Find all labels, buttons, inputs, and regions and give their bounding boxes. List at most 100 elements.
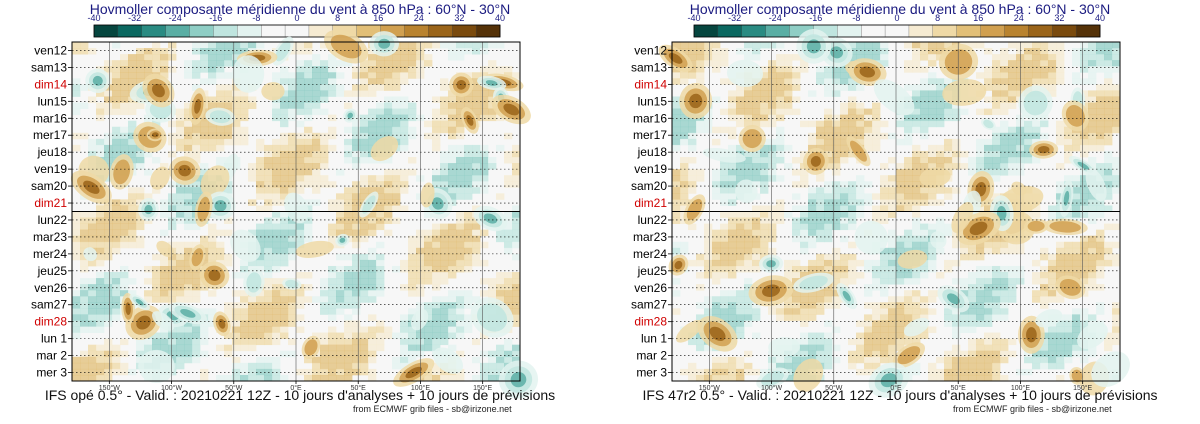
row-label: lun 1 — [41, 332, 67, 346]
colorbar-tick-label: 24 — [414, 13, 424, 23]
colorbar-swatch — [452, 24, 477, 38]
colorbar-tick-label: 40 — [1095, 13, 1105, 23]
colorbar-tick-label: -24 — [169, 13, 182, 23]
colorbar-tick-label: -32 — [128, 13, 141, 23]
colorbar-tick-label: 32 — [1054, 13, 1064, 23]
colorbar-tick-label: -16 — [209, 13, 222, 23]
x-tick-label: 100°W — [161, 384, 182, 392]
x-tick-label: 50°E — [951, 384, 967, 392]
x-tick-label: 100°E — [411, 384, 430, 392]
row-label: sam20 — [31, 179, 67, 193]
row-label: ven12 — [34, 43, 67, 57]
colorbar-frame — [93, 24, 501, 38]
colorbar-tick-label: 0 — [294, 13, 299, 23]
heatmap-field — [70, 29, 539, 399]
row-label: mar16 — [33, 111, 67, 125]
colorbar-swatch — [837, 24, 862, 38]
colorbar-swatch — [956, 24, 982, 38]
chart-caption: IFS opé 0.5° - Valid. : 20210221 12Z - 1… — [44, 387, 556, 403]
plot-frame — [71, 41, 521, 382]
x-tick-label: 50°W — [825, 384, 843, 392]
colorbar-swatch — [741, 24, 767, 38]
colorbar-swatch — [428, 24, 453, 38]
row-label: mer17 — [33, 128, 67, 142]
colorbar-swatch — [189, 24, 214, 38]
row-label: ven26 — [34, 281, 67, 295]
chart-title: Hovmoller composante méridienne du vent … — [690, 1, 1111, 17]
chart-caption: IFS 47r2 0.5° - Valid. : 20210221 12Z - … — [642, 387, 1158, 403]
x-tick-label: 150°W — [99, 384, 120, 392]
colorbar-tick-label: -40 — [687, 13, 700, 23]
colorbar-swatch — [1075, 24, 1101, 38]
row-label: ven26 — [634, 281, 667, 295]
colorbar-swatch — [765, 24, 790, 38]
colorbar-tick-label: 24 — [1014, 13, 1024, 23]
x-tick-label: 50°W — [225, 384, 243, 392]
colorbar-frame — [693, 24, 1101, 38]
x-tick-label: 150°E — [1073, 384, 1092, 392]
row-label: dim21 — [634, 196, 667, 210]
row-label: ven19 — [34, 162, 67, 176]
x-tick-label: 100°W — [761, 384, 782, 392]
colorbar-swatch — [884, 24, 910, 38]
row-label: lun15 — [638, 94, 668, 108]
row-label: dim14 — [34, 77, 67, 91]
plot-frame — [671, 41, 1121, 382]
hovmoller-chart-ifs-ope: Hovmoller composante méridienne du vent … — [31, 1, 539, 399]
row-label: ven12 — [634, 43, 667, 57]
row-label: mar 2 — [36, 349, 67, 363]
colorbar-tick-label: 8 — [335, 13, 340, 23]
colorbar-swatch — [475, 24, 501, 38]
colorbar-swatch — [1052, 24, 1077, 38]
hovmoller-panel-ifs-47r2: Hovmoller composante méridienne du vent … — [600, 0, 1200, 424]
row-label: dim28 — [634, 315, 667, 329]
chart-credit: from ECMWF grib files - sb@irizone.net — [953, 404, 1112, 414]
colorbar-tick-label: 32 — [454, 13, 464, 23]
row-label: mer24 — [633, 247, 667, 261]
x-tick-label: 0°E — [290, 384, 302, 392]
colorbar-swatch — [908, 24, 934, 38]
row-label: mar23 — [33, 230, 67, 244]
row-label: ven19 — [634, 162, 667, 176]
colorbar-swatch — [284, 24, 310, 38]
row-label: lun15 — [38, 94, 68, 108]
colorbar-swatch — [93, 24, 119, 38]
colorbar-swatch — [117, 24, 143, 38]
colorbar-tick-label: 0 — [894, 13, 899, 23]
row-label: lun 1 — [641, 332, 667, 346]
colorbar-swatch — [165, 24, 190, 38]
chart-title: Hovmoller composante méridienne du vent … — [90, 1, 511, 17]
colorbar-swatch — [141, 24, 167, 38]
colorbar-tick-label: -16 — [809, 13, 822, 23]
row-label: dim21 — [34, 196, 67, 210]
row-label: dim14 — [634, 77, 667, 91]
row-label: mar23 — [633, 230, 667, 244]
colorbar-swatch — [693, 24, 719, 38]
x-tick-label: 100°E — [1011, 384, 1030, 392]
colorbar-swatch — [404, 24, 429, 38]
colorbar-tick-label: 40 — [495, 13, 505, 23]
row-label: sam20 — [631, 179, 667, 193]
colorbar-tick-label: 8 — [935, 13, 940, 23]
x-tick-label: 150°E — [473, 384, 492, 392]
hovmoller-chart-ifs-47r2: Hovmoller composante méridienne du vent … — [631, 1, 1130, 398]
hovmoller-panel-ifs-ope: Hovmoller composante méridienne du vent … — [31, 1, 556, 414]
colorbar-swatch — [1004, 24, 1029, 38]
row-label: jeu18 — [37, 145, 68, 159]
row-label: mar 2 — [636, 349, 667, 363]
heatmap-field — [658, 28, 1130, 398]
row-label: lun22 — [638, 213, 668, 227]
colorbar-swatch — [932, 24, 958, 38]
x-tick-label: 50°E — [351, 384, 367, 392]
row-label: mar16 — [633, 111, 667, 125]
colorbar-swatch — [861, 24, 886, 38]
colorbar-tick-label: -40 — [87, 13, 100, 23]
colorbar-swatch — [237, 24, 262, 38]
colorbar-tick-label: -8 — [252, 13, 260, 23]
colorbar-swatch — [717, 24, 743, 38]
colorbar-tick-label: -8 — [852, 13, 860, 23]
colorbar-swatch — [980, 24, 1005, 38]
row-label: jeu25 — [37, 264, 68, 278]
row-label: dim28 — [34, 315, 67, 329]
colorbar-tick-label: 16 — [373, 13, 383, 23]
